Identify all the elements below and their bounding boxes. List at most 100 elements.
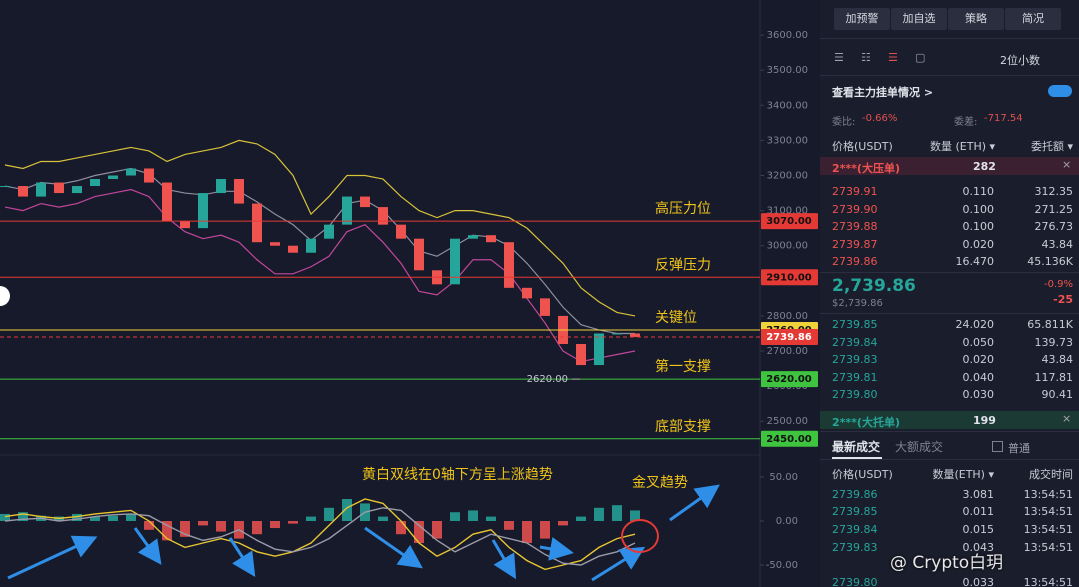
view-icon[interactable]: ☷ [861, 51, 871, 64]
candle [396, 224, 406, 239]
button[interactable]: 加自选 [891, 8, 947, 30]
close: × [1062, 412, 1072, 425]
close: × [1062, 158, 1072, 171]
trade-total: 13:54:51 [1023, 488, 1073, 501]
scroll-handle[interactable] [0, 286, 10, 306]
macd-bar [72, 513, 82, 521]
ask-total: 43.84 [1041, 237, 1074, 251]
ask-qty: 0.100 [962, 202, 995, 216]
trade-price: 2739.80 [832, 576, 878, 587]
candle [162, 182, 172, 222]
level-name: 高压力位 [655, 200, 711, 217]
arrow [228, 537, 256, 578]
ask-price: 2739.88 [832, 220, 878, 233]
bollinger-lower [4, 188, 636, 363]
candle [468, 235, 478, 239]
macd-bar [306, 516, 316, 521]
candle [144, 168, 154, 183]
ask-total: 312.35 [1034, 185, 1074, 198]
arrow [591, 546, 646, 582]
big-ask-qty: 282 [973, 160, 996, 173]
ask-qty: 16.470 [955, 255, 995, 268]
bid-total: 65.811K [1027, 318, 1073, 331]
book-header-price: 价格(USDT) [832, 140, 893, 153]
ask-total: 276.73 [1034, 220, 1074, 233]
low-label: 2620.00 [527, 374, 568, 385]
trade-total: 13:54:51 [1023, 576, 1073, 587]
macd-bar [126, 513, 136, 521]
annotation: 黄白双线在0轴下方呈上涨趋势 [362, 466, 553, 483]
macd-bar [540, 521, 550, 539]
candle [288, 245, 298, 253]
checkbox [992, 441, 1003, 452]
separator [820, 272, 1079, 273]
candle [90, 179, 100, 187]
candle [342, 196, 352, 225]
ratio-label: 委比: [832, 117, 856, 128]
y-tick-label: 2700.00 [767, 346, 808, 357]
candle [360, 196, 370, 208]
tab[interactable]: 大额成交 [895, 440, 944, 454]
bid-qty: 0.020 [962, 353, 995, 366]
trade-price: 2739.83 [832, 541, 878, 554]
annotation: 金叉趋势 [632, 475, 688, 491]
view-icon[interactable]: ☰ [834, 51, 844, 64]
diff: -717.54 [984, 113, 1023, 124]
big-bid-qty: 199 [973, 414, 996, 427]
y-tick-label: -50.00 [766, 560, 798, 571]
macd-bar [522, 521, 532, 543]
button[interactable]: 加预警 [834, 8, 890, 30]
toggle [1048, 85, 1072, 97]
candle [126, 168, 136, 176]
macd-bar [0, 513, 10, 521]
candle [306, 238, 316, 253]
candle [180, 221, 190, 229]
candle [36, 182, 46, 197]
y-tick-label: 3100.00 [767, 206, 808, 217]
y-tick-label: 3300.00 [767, 135, 808, 146]
y-tick-label: 0.00 [776, 516, 798, 527]
candle [378, 207, 388, 225]
macd-bar [414, 521, 424, 543]
ask-total: 45.136K [1027, 255, 1073, 268]
ask-qty: 0.100 [962, 220, 995, 233]
candle [54, 182, 64, 194]
trade-total: 13:54:51 [1023, 541, 1073, 554]
bid-qty: 24.020 [955, 318, 995, 331]
level-tag-label: 2910.00 [766, 272, 812, 283]
macd-bar [594, 507, 604, 521]
trade-price: 2739.85 [832, 505, 878, 518]
separator [820, 75, 1079, 76]
bid-qty: 0.050 [962, 335, 995, 349]
separator [820, 431, 1079, 432]
macd-bar [432, 521, 442, 539]
bid-qty: 0.030 [962, 388, 995, 401]
big-ask-name: 2***(大压单) [832, 162, 900, 175]
candle [486, 235, 496, 243]
bid-price: 2739.84 [832, 335, 878, 349]
button[interactable]: 简况 [1005, 8, 1061, 30]
candle [0, 186, 10, 188]
level-name: 第一支撑 [655, 358, 711, 375]
level-tag-label: 2450.00 [766, 434, 812, 445]
view-icon[interactable]: ▢ [915, 51, 926, 64]
bid-price: 2739.80 [832, 388, 878, 401]
big-bid-name: 2***(大托单) [832, 416, 900, 429]
macd-bar [450, 512, 460, 521]
bid-price: 2739.83 [832, 353, 878, 366]
view-icon[interactable]: ☰ [888, 51, 898, 64]
macd-bar [216, 521, 226, 532]
ask-qty: 0.110 [962, 185, 995, 198]
level-tag [761, 430, 818, 447]
tab[interactable]: 最新成交 [832, 440, 881, 454]
level-name: 底部支撑 [655, 419, 711, 435]
button[interactable]: 策略 [948, 8, 1004, 30]
y-tick-label: 2800.00 [767, 311, 808, 322]
macd-bar [288, 521, 298, 524]
bollinger-upper [4, 139, 636, 317]
candle [252, 203, 262, 243]
trade-total: 13:54:51 [1023, 505, 1073, 518]
bid-price: 2739.81 [832, 370, 878, 384]
candle [108, 175, 118, 180]
macd-bar [558, 521, 568, 526]
